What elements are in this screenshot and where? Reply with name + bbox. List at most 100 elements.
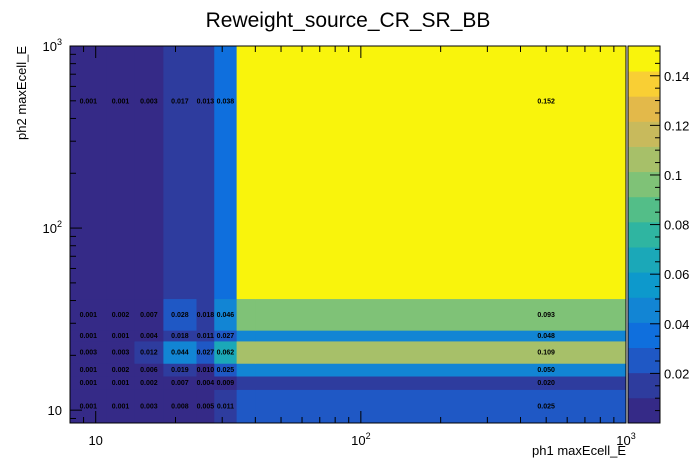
cell-value-label: 0.001 <box>112 98 130 105</box>
cell-value-label: 0.005 <box>197 404 215 411</box>
cell-value-label: 0.006 <box>140 367 158 374</box>
heatmap-cell <box>134 298 164 331</box>
colorbar-segment <box>628 46 660 72</box>
cell-value-label: 0.001 <box>80 312 98 319</box>
cell-value-label: 0.001 <box>80 367 98 374</box>
heatmap-cell <box>70 298 108 331</box>
heatmap-cell <box>214 330 238 342</box>
heatmap-cell <box>163 376 198 390</box>
colorbar-ticks: 0.02 0.04 0.06 0.08 0.1 0.12 0.14 <box>650 50 689 412</box>
heatmap-cell <box>214 376 238 390</box>
x-tick-label: 10 <box>88 433 102 448</box>
cell-value-label: 0.011 <box>217 404 234 411</box>
heatmap-cell <box>255 376 627 390</box>
cell-value-label: 0.001 <box>112 333 130 340</box>
cell-value-label: 0.011 <box>197 333 214 340</box>
heatmap-cell <box>70 340 108 364</box>
heatmap-cells <box>70 46 627 424</box>
heatmap-cell <box>196 376 215 390</box>
colorbar-segment <box>628 221 660 248</box>
cell-value-label: 0.017 <box>171 98 189 105</box>
heatmap-cell <box>236 340 256 364</box>
cell-value-label: 0.028 <box>171 312 189 319</box>
heatmap-cell <box>236 363 256 377</box>
cell-value-label: 0.012 <box>140 350 158 357</box>
heatmap-cell <box>236 330 256 342</box>
heatmap-cell <box>106 330 135 342</box>
heatmap-cell <box>106 46 135 300</box>
heatmap-cell <box>214 298 238 331</box>
colorbar-segment <box>628 272 660 298</box>
cell-value-label: 0.025 <box>217 367 235 374</box>
heatmap-cell <box>70 363 108 377</box>
colorbar-segment <box>628 372 660 399</box>
x-axis-label: ph1 maxEcell_E <box>532 443 626 458</box>
y-tick-label: 103 <box>43 37 62 54</box>
colorbar-tick-label: 0.12 <box>664 118 689 133</box>
cell-value-label: 0.044 <box>171 350 189 357</box>
heatmap-cell <box>106 340 135 364</box>
heatmap-cell <box>163 46 198 300</box>
cell-value-label: 0.007 <box>171 380 189 387</box>
heatmap-cell <box>255 363 627 377</box>
cell-value-label: 0.008 <box>171 404 189 411</box>
heatmap-cell <box>134 340 164 364</box>
heatmap-cell <box>163 389 198 424</box>
cell-value-label: 0.018 <box>197 312 215 319</box>
x-tick-label: 102 <box>351 431 370 448</box>
heatmap-cell <box>236 389 256 424</box>
cell-value-label: 0.018 <box>171 333 189 340</box>
heatmap-cell <box>196 298 215 331</box>
heatmap-cell <box>70 330 108 342</box>
heatmap-cell <box>214 363 238 377</box>
heatmap-cell <box>134 376 164 390</box>
heatmap-cell <box>196 330 215 342</box>
y-axis-label: ph2 maxEcell_E <box>14 46 29 140</box>
colorbar-tick-label: 0.02 <box>664 366 689 381</box>
heatmap-cell <box>255 298 627 331</box>
heatmap-cell <box>106 376 135 390</box>
heatmap-cell <box>236 376 256 390</box>
heatmap-cell <box>163 330 198 342</box>
heatmap-cell <box>134 46 164 300</box>
cell-value-label: 0.062 <box>217 350 235 357</box>
cell-value-label: 0.019 <box>171 367 189 374</box>
cell-value-label: 0.009 <box>217 380 235 387</box>
cell-value-label: 0.001 <box>80 333 98 340</box>
cell-value-label: 0.050 <box>537 367 555 374</box>
colorbar-segment <box>628 322 660 348</box>
y-tick-exponent: 2 <box>57 219 62 229</box>
y-tick-exponent: 3 <box>57 37 62 47</box>
cell-value-label: 0.020 <box>537 380 555 387</box>
cell-value-label: 0.013 <box>197 98 215 105</box>
cell-value-label: 0.025 <box>537 404 555 411</box>
colorbar-tick-label: 0.04 <box>664 317 689 332</box>
cell-value-label: 0.007 <box>140 312 158 319</box>
cell-value-label: 0.001 <box>112 404 130 411</box>
heatmap-cell <box>163 340 198 364</box>
cell-value-label: 0.003 <box>112 350 130 357</box>
heatmap-cell <box>196 363 215 377</box>
heatmap-cell <box>134 389 164 424</box>
colorbar-tick-label: 0.14 <box>664 69 689 84</box>
cell-value-label: 0.152 <box>537 98 555 105</box>
heatmap-cell <box>106 389 135 424</box>
cell-value-label: 0.010 <box>197 367 215 374</box>
colorbar-segment <box>628 397 660 424</box>
colorbar-segment <box>628 71 660 97</box>
cell-value-label: 0.001 <box>112 380 130 387</box>
cell-value-label: 0.046 <box>217 312 235 319</box>
colorbar-segment <box>628 96 660 122</box>
colorbar-segment <box>628 297 660 323</box>
cell-value-label: 0.001 <box>80 380 98 387</box>
heatmap-cell <box>214 389 238 424</box>
colorbar-segment <box>628 171 660 198</box>
heatmap-cell <box>106 363 135 377</box>
cell-value-label: 0.004 <box>140 333 158 340</box>
colorbar-segment <box>628 146 660 173</box>
heatmap-cell <box>163 363 198 377</box>
chart-title: Reweight_source_CR_SR_BB <box>206 9 491 32</box>
x-tick-exponent: 2 <box>366 431 371 441</box>
heatmap-cell <box>255 340 627 364</box>
plot-frame <box>69 45 627 424</box>
